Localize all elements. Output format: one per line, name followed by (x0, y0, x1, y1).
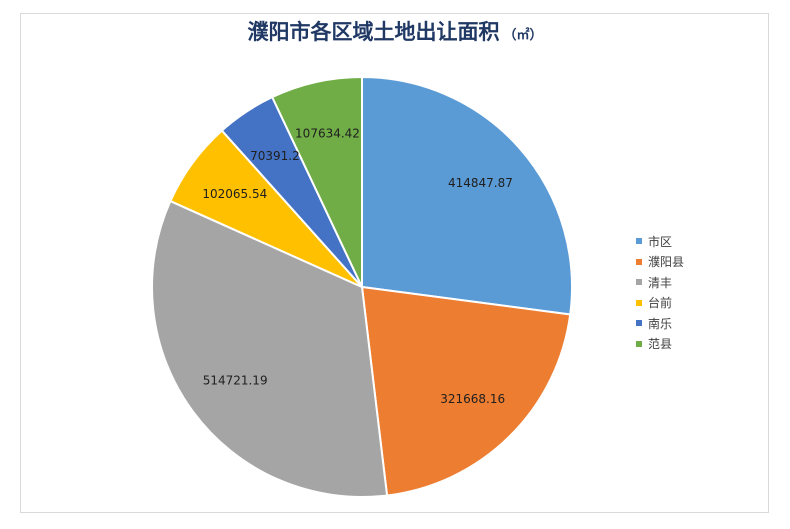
pie-slice-2 (360, 285, 572, 497)
data-label-2: 321668.16 (440, 392, 505, 406)
data-label-4: 102065.54 (202, 187, 267, 201)
legend: 市区 濮阳县 清丰 台前 南乐 范县 (636, 231, 684, 354)
legend-item-4: 台前 (636, 293, 684, 314)
pie-slice-1 (361, 75, 573, 316)
legend-swatch-6 (636, 340, 642, 347)
legend-label-3: 清丰 (648, 275, 673, 290)
legend-item-5: 南乐 (636, 313, 684, 334)
legend-label-6: 范县 (648, 337, 673, 352)
data-label-3: 514721.19 (203, 373, 268, 387)
legend-swatch-3 (636, 279, 642, 286)
legend-swatch-2 (636, 258, 642, 265)
legend-swatch-4 (636, 299, 642, 306)
data-label-1: 414847.87 (448, 176, 513, 190)
legend-label-4: 台前 (648, 296, 673, 311)
legend-swatch-1 (636, 238, 642, 245)
legend-item-2: 濮阳县 (636, 252, 684, 273)
pie-slice-3 (151, 199, 389, 498)
legend-label-5: 南乐 (648, 316, 673, 331)
legend-item-1: 市区 (636, 231, 684, 252)
chart-title-text: 濮阳市各区域土地出让面积 (247, 20, 500, 44)
legend-swatch-5 (636, 320, 642, 327)
legend-item-6: 范县 (636, 334, 684, 355)
chart-title-unit: （㎡） (503, 28, 543, 43)
data-label-6: 107634.42 (295, 126, 360, 140)
legend-label-2: 濮阳县 (648, 255, 685, 270)
legend-label-1: 市区 (648, 234, 673, 249)
chart-title: 濮阳市各区域土地出让面积 （㎡） (0, 16, 790, 46)
data-label-5: 70391.2 (250, 149, 300, 163)
legend-item-3: 清丰 (636, 272, 684, 293)
pie-slice-6 (270, 75, 363, 288)
